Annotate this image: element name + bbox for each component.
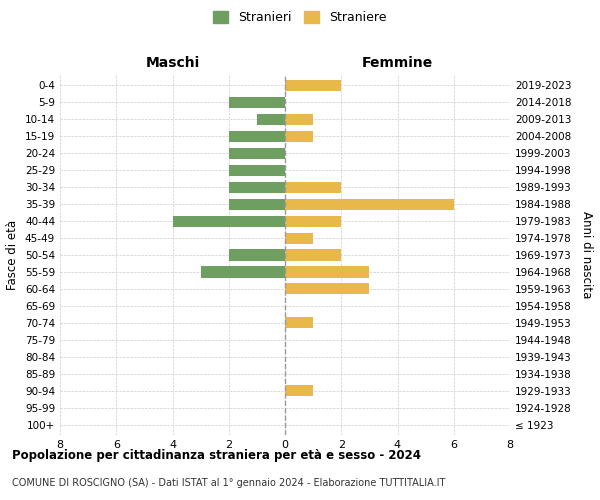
Bar — [285, 284, 370, 294]
Bar — [200, 266, 285, 278]
Bar — [285, 250, 341, 260]
Text: COMUNE DI ROSCIGNO (SA) - Dati ISTAT al 1° gennaio 2024 - Elaborazione TUTTITALI: COMUNE DI ROSCIGNO (SA) - Dati ISTAT al … — [12, 478, 445, 488]
Bar — [285, 216, 341, 226]
Bar — [285, 182, 341, 192]
Text: Maschi: Maschi — [145, 56, 200, 70]
Bar — [285, 80, 341, 90]
Bar — [285, 130, 313, 141]
Bar — [229, 96, 285, 108]
Bar — [229, 130, 285, 141]
Bar — [229, 164, 285, 175]
Bar — [285, 198, 454, 209]
Bar — [229, 198, 285, 209]
Bar — [229, 182, 285, 192]
Bar — [173, 216, 285, 226]
Bar — [229, 148, 285, 158]
Bar — [285, 386, 313, 396]
Bar — [229, 250, 285, 260]
Bar — [257, 114, 285, 124]
Bar — [285, 232, 313, 243]
Bar — [285, 114, 313, 124]
Text: Popolazione per cittadinanza straniera per età e sesso - 2024: Popolazione per cittadinanza straniera p… — [12, 450, 421, 462]
Legend: Stranieri, Straniere: Stranieri, Straniere — [208, 6, 392, 29]
Text: Femmine: Femmine — [362, 56, 433, 70]
Y-axis label: Anni di nascita: Anni di nascita — [580, 212, 593, 298]
Bar — [285, 266, 370, 278]
Bar — [285, 318, 313, 328]
Y-axis label: Fasce di età: Fasce di età — [7, 220, 19, 290]
